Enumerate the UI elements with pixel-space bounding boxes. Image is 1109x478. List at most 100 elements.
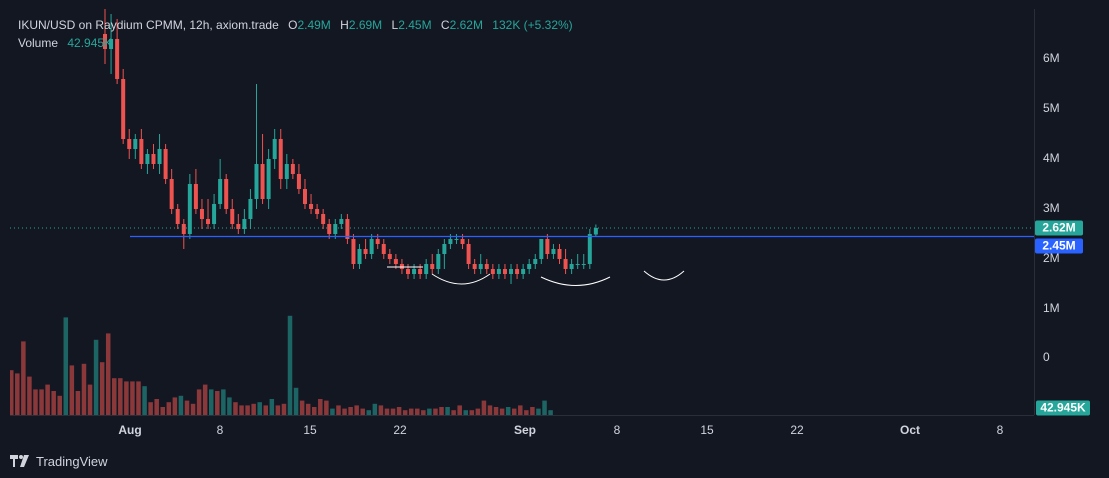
price-tick-label: 3M bbox=[1043, 201, 1060, 215]
volume-bar bbox=[299, 400, 305, 415]
volume-bar bbox=[511, 408, 517, 415]
candle-body bbox=[157, 149, 162, 164]
candle-body bbox=[181, 224, 186, 234]
candle-body bbox=[248, 199, 253, 219]
time-tick-label: 15 bbox=[700, 423, 714, 437]
candle-body bbox=[151, 154, 156, 164]
volume-bar bbox=[445, 407, 450, 415]
candle-body bbox=[502, 269, 507, 274]
volume-bar bbox=[287, 315, 293, 415]
time-axis[interactable]: Aug 8 15 22 Sep 8 15 22 Oct 8 bbox=[10, 415, 1034, 443]
volume-bar bbox=[372, 403, 378, 415]
volume-tag: 42.945K bbox=[1036, 400, 1090, 416]
candle-body bbox=[496, 269, 501, 274]
open-label: O bbox=[288, 18, 298, 32]
candle-body bbox=[527, 264, 532, 269]
volume-bar bbox=[251, 403, 256, 415]
volume-bar bbox=[124, 381, 129, 415]
volume-bar bbox=[215, 391, 220, 415]
volume-bar bbox=[196, 389, 202, 415]
volume-bar bbox=[105, 333, 111, 415]
volume-bar bbox=[221, 389, 226, 415]
volume-label[interactable]: Volume bbox=[18, 36, 59, 50]
volume-bar bbox=[87, 384, 93, 415]
volume-bar bbox=[184, 400, 190, 415]
chart-area[interactable] bbox=[10, 9, 1034, 415]
candle-body bbox=[581, 264, 586, 265]
volume-bar bbox=[45, 384, 50, 415]
volume-bar bbox=[27, 376, 32, 415]
volume-bar bbox=[384, 408, 390, 415]
candle-body bbox=[163, 149, 168, 179]
volume-bar bbox=[396, 407, 402, 415]
price-tick-label: 1M bbox=[1043, 301, 1060, 315]
candle-body bbox=[509, 269, 514, 274]
volume-bar bbox=[21, 341, 26, 415]
time-tick-label: 22 bbox=[790, 423, 804, 437]
volume-bar bbox=[136, 381, 141, 415]
price-axis[interactable]: 6M 5M 4M 3M 2M 1M 0 bbox=[1034, 9, 1095, 415]
candle-body bbox=[103, 34, 107, 49]
volume-bar bbox=[160, 407, 165, 415]
volume-bar bbox=[269, 399, 275, 415]
candle-body bbox=[290, 164, 295, 174]
time-tick-label: 8 bbox=[996, 423, 1004, 437]
volume-bar bbox=[154, 399, 159, 415]
candle-body bbox=[460, 239, 465, 244]
candle-body bbox=[187, 184, 192, 234]
volume-bar bbox=[360, 408, 365, 415]
candle-body bbox=[315, 209, 320, 214]
volume-bar bbox=[190, 403, 196, 415]
rounding-arc bbox=[643, 270, 685, 281]
volume-bar bbox=[33, 389, 38, 415]
volume-bar bbox=[475, 408, 481, 415]
candle-body bbox=[406, 269, 410, 274]
volume-bar bbox=[481, 400, 487, 415]
candle-body bbox=[278, 139, 283, 179]
candle-body bbox=[587, 234, 592, 264]
level-line-price-tag: 2.45M bbox=[1035, 238, 1083, 253]
volume-bar bbox=[463, 410, 468, 415]
volume-bar bbox=[112, 378, 117, 415]
candle-body bbox=[199, 209, 204, 219]
volume-bar bbox=[148, 402, 153, 415]
volume-bar bbox=[421, 410, 426, 415]
high-label: H bbox=[340, 18, 349, 32]
volume-bar bbox=[178, 395, 184, 415]
candle-body bbox=[212, 204, 217, 224]
volume-bar bbox=[208, 389, 214, 415]
volume-bar bbox=[51, 391, 56, 415]
candle-body bbox=[121, 79, 126, 139]
time-tick-label: Aug bbox=[118, 423, 142, 437]
volume-bar bbox=[233, 402, 238, 415]
rounding-arc bbox=[431, 273, 491, 285]
symbol-title[interactable]: IKUN/USD on Raydium CPMM, 12h, axiom.tra… bbox=[18, 18, 279, 32]
volume-bar bbox=[457, 405, 462, 415]
volume-bar bbox=[530, 407, 535, 415]
close-label: C bbox=[440, 18, 450, 32]
volume-bar bbox=[378, 405, 384, 415]
volume-bar bbox=[281, 403, 287, 415]
candle-body bbox=[442, 244, 447, 254]
tradingview-logo-icon bbox=[10, 455, 29, 467]
candle-body bbox=[206, 219, 211, 224]
low-label: L bbox=[391, 18, 399, 32]
candle-body bbox=[296, 174, 301, 189]
volume-bar bbox=[336, 405, 341, 415]
candle-body bbox=[521, 269, 526, 274]
candle-body bbox=[333, 224, 338, 234]
candle-body bbox=[387, 254, 392, 259]
volume-bar bbox=[499, 408, 505, 415]
volume-bar bbox=[505, 407, 511, 415]
last-price-tag: 2.62M bbox=[1035, 220, 1083, 236]
tradingview-branding[interactable]: TradingView bbox=[10, 452, 108, 470]
price-tick-label: 6M bbox=[1043, 51, 1060, 65]
volume-bar bbox=[257, 402, 262, 415]
candle-body bbox=[133, 139, 138, 149]
candle-body bbox=[284, 164, 289, 179]
volume-bar bbox=[172, 397, 178, 415]
volume-bar bbox=[427, 408, 432, 415]
volume-bar bbox=[433, 408, 438, 415]
candle-body bbox=[545, 239, 550, 254]
candle-body bbox=[490, 269, 495, 274]
